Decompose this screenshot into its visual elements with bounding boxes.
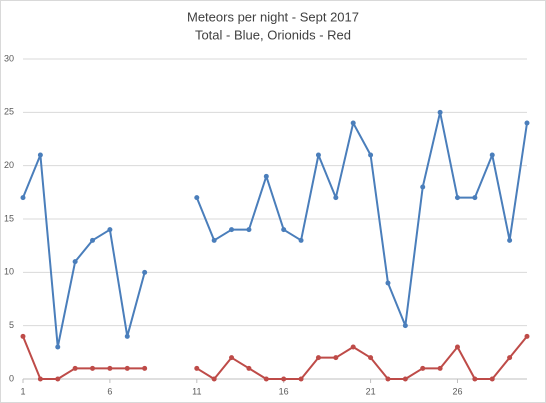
data-point (124, 333, 130, 339)
x-tick-label: 11 (192, 386, 201, 396)
data-point (229, 355, 235, 361)
data-point (350, 120, 356, 126)
x-tick-label: 16 (279, 386, 289, 396)
y-tick-label: 10 (4, 267, 14, 277)
data-point (472, 195, 478, 201)
data-point (454, 344, 460, 350)
data-point (315, 152, 321, 158)
data-point (368, 152, 374, 158)
data-point (489, 152, 495, 158)
data-point (246, 365, 252, 371)
data-point (489, 376, 495, 382)
x-tick-label: 1 (20, 386, 25, 396)
data-point (211, 237, 217, 243)
data-point (402, 376, 408, 382)
data-point (90, 237, 96, 243)
chart-subtitle: Total - Blue, Orionids - Red (195, 27, 351, 42)
y-tick-label: 15 (4, 213, 14, 223)
x-tick-label: 21 (366, 386, 376, 396)
data-point (420, 365, 426, 371)
y-tick-label: 20 (4, 160, 14, 170)
data-point (524, 120, 530, 126)
data-point (472, 376, 478, 382)
data-point (385, 280, 391, 286)
series-line (195, 111, 528, 327)
data-point (437, 365, 443, 371)
series-line (22, 335, 145, 380)
data-point (107, 227, 113, 233)
data-point (72, 365, 78, 371)
data-point (281, 227, 287, 233)
x-tick-label: 26 (452, 386, 462, 396)
data-point (107, 365, 113, 371)
y-tick-label: 25 (4, 107, 14, 117)
data-point (194, 365, 200, 371)
data-point (402, 323, 408, 329)
data-point (350, 344, 356, 350)
data-point (72, 259, 78, 265)
series-line (22, 154, 146, 348)
data-point (20, 333, 26, 339)
data-point (333, 195, 339, 201)
data-point (55, 344, 61, 350)
data-point (142, 269, 148, 275)
data-point (246, 227, 252, 233)
data-point (281, 376, 287, 382)
y-tick-label: 0 (9, 373, 14, 383)
series-line (196, 335, 528, 380)
data-point (37, 376, 43, 382)
data-point (263, 376, 269, 382)
data-point (124, 365, 130, 371)
data-point (298, 376, 304, 382)
data-point (298, 237, 304, 243)
data-point (194, 195, 200, 201)
y-tick-label: 5 (9, 320, 14, 330)
data-point (333, 355, 339, 361)
data-point (55, 376, 61, 382)
data-point (524, 333, 530, 339)
data-point (229, 227, 235, 233)
data-point (420, 184, 426, 190)
data-point (263, 173, 269, 179)
data-point (368, 355, 374, 361)
data-point (211, 376, 217, 382)
x-tick-label: 6 (107, 386, 112, 396)
chart-title: Meteors per night - Sept 2017 (187, 9, 359, 24)
data-point (90, 365, 96, 371)
data-point (385, 376, 391, 382)
data-point (507, 355, 513, 361)
data-point (142, 365, 148, 371)
data-point (437, 109, 443, 115)
data-point (454, 195, 460, 201)
data-point (20, 195, 26, 201)
y-tick-label: 30 (4, 53, 14, 63)
data-point (37, 152, 43, 158)
data-point (507, 237, 513, 243)
data-point (315, 355, 321, 361)
